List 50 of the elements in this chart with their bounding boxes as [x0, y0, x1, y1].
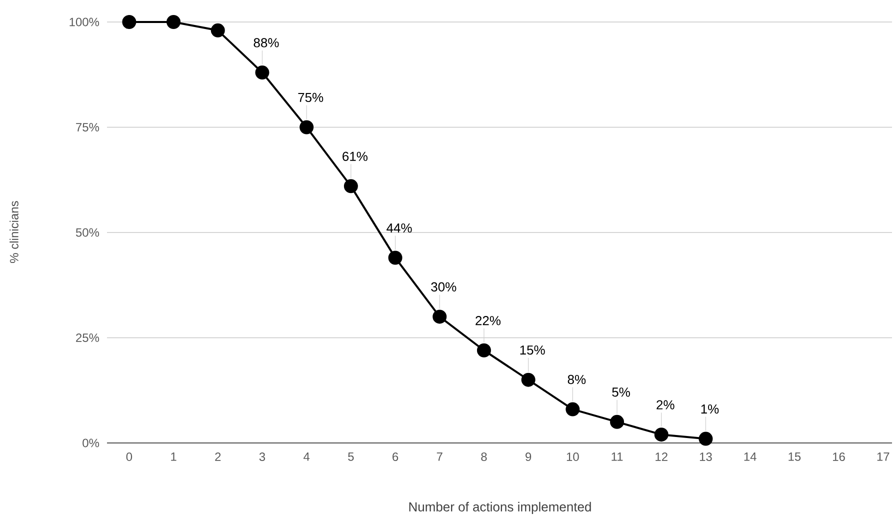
- text: 22%: [476, 316, 501, 326]
- point: [566, 402, 580, 416]
- y-tick-label: 0%: [82, 438, 100, 448]
- y-tick-label: 100%: [70, 18, 100, 26]
- x-tick-label: 7: [436, 452, 442, 461]
- x-tick-label: 8: [481, 452, 487, 462]
- text: 44%: [386, 223, 412, 233]
- x-tick-label: 9: [526, 452, 532, 462]
- x-tick-label: 10: [566, 452, 579, 462]
- point: [210, 23, 225, 38]
- point: [476, 343, 491, 358]
- x-tick-label: 3: [259, 452, 266, 462]
- point: [432, 310, 447, 324]
- x-tick-label: 16: [833, 452, 845, 462]
- text: 1%: [701, 404, 719, 414]
- x-tick-label: 13: [700, 452, 712, 462]
- y-tick-label: 75%: [76, 123, 100, 132]
- text: 5%: [612, 388, 630, 397]
- x-tick-label: 11: [612, 452, 623, 461]
- x-tick-label: 1: [171, 452, 176, 461]
- x-axis-title: Number of actions implemented: [409, 502, 591, 514]
- text: 2%: [656, 400, 674, 410]
- y-tick-label: 50%: [76, 228, 100, 237]
- text: 30%: [431, 282, 456, 292]
- text: 15%: [520, 345, 545, 355]
- point: [521, 372, 536, 387]
- x-tick-label: 15: [788, 452, 801, 461]
- point: [300, 120, 314, 134]
- x-tick-label: 2: [215, 452, 221, 461]
- text: 75%: [298, 92, 324, 102]
- y-tick-label: 25%: [76, 333, 100, 342]
- text: 8%: [568, 374, 586, 384]
- point: [610, 414, 624, 429]
- point: [698, 432, 713, 446]
- y-axis-title: % clinicians: [10, 201, 18, 263]
- text: 88%: [254, 38, 279, 48]
- point: [654, 428, 668, 442]
- x-tick-label: 12: [656, 452, 668, 461]
- point: [344, 179, 358, 194]
- point: [255, 66, 270, 80]
- x-tick-label: 5: [348, 452, 354, 461]
- x-tick-label: 14: [744, 452, 756, 461]
- x-tick-label: 17: [877, 452, 890, 461]
- point: [122, 14, 136, 29]
- point: [388, 250, 402, 265]
- point: [166, 14, 181, 29]
- text: 61%: [342, 152, 368, 161]
- x-tick-label: 4: [304, 452, 310, 461]
- x-tick-label: 0: [126, 452, 132, 462]
- x-tick-label: 6: [392, 452, 398, 462]
